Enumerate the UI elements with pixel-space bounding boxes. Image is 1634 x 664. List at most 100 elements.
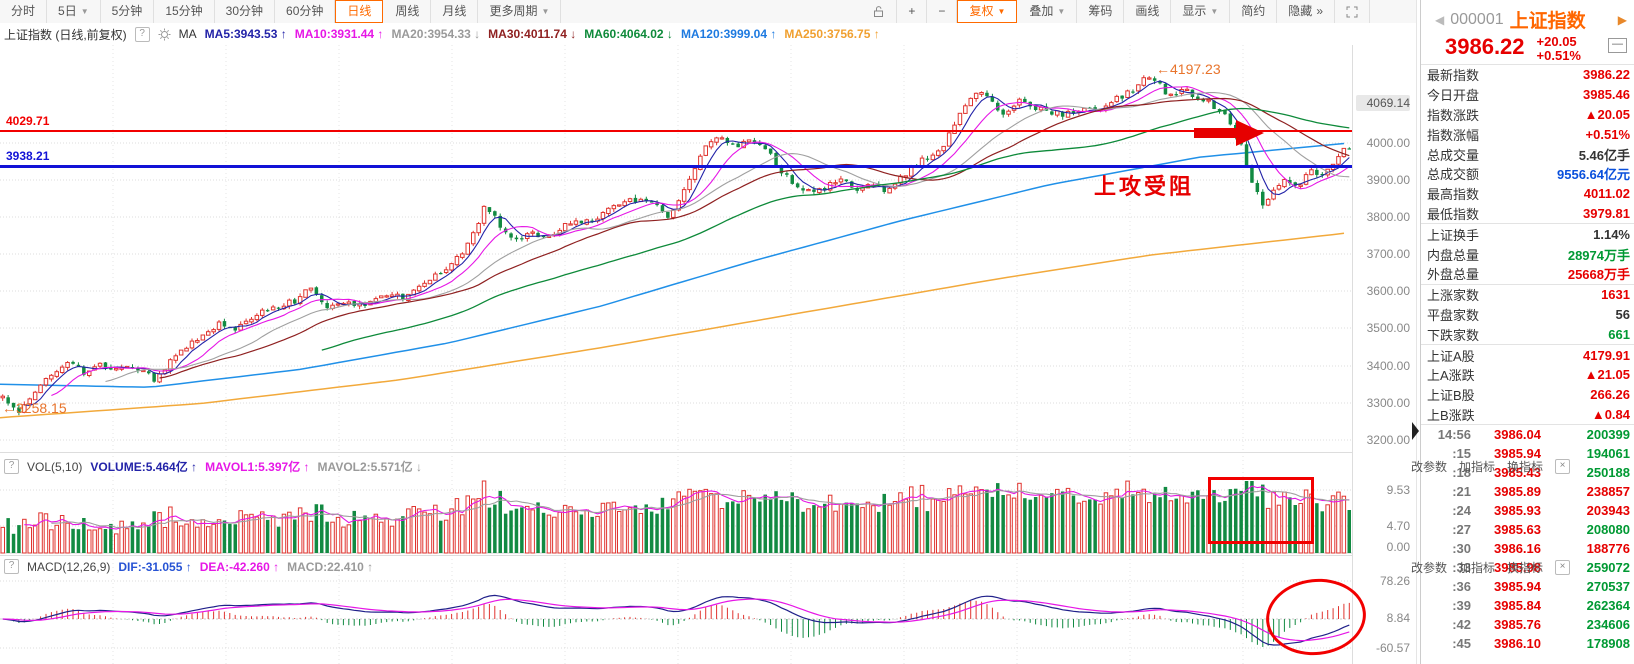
tick-price: 3985.76 xyxy=(1494,617,1541,633)
chevron-down-icon: ▼ xyxy=(997,6,1006,16)
volume-control-button[interactable]: 换指标 xyxy=(1506,460,1543,474)
quote-row: 上证A股 4179.91 xyxy=(1421,344,1634,365)
tool-button-label: 显示 xyxy=(1182,4,1207,18)
macd-pane-controls: 改参数 加指标 换指标 × xyxy=(1411,559,1570,576)
price-change: +20.05 +0.51% xyxy=(1537,35,1581,63)
quote-row-label: 总成交量 xyxy=(1427,147,1480,163)
quote-row-value: ▲20.05 xyxy=(1584,106,1630,122)
ma-indicator-bar: 上证指数 (日线,前复权)? MA MA5:3943.53 ↑ MA10:3931.4… xyxy=(0,23,1420,45)
tool-button-label: 筹码 xyxy=(1088,4,1113,18)
help-icon[interactable]: ? xyxy=(4,459,19,474)
help-icon[interactable]: ? xyxy=(134,26,150,42)
tick-row: :42 3985.76 234606 xyxy=(1421,615,1634,634)
help-icon[interactable]: ? xyxy=(4,559,19,574)
period-button[interactable]: 5分钟 xyxy=(101,0,155,23)
tool-button[interactable]: − xyxy=(927,0,958,23)
quote-row: 内盘总量 28974万手 xyxy=(1421,244,1634,264)
tick-time: :24 xyxy=(1452,503,1471,519)
macd-tick-label: 78.26 xyxy=(1379,574,1410,588)
period-button[interactable]: 月线 xyxy=(431,0,479,23)
resistance-price-label: 4029.71 xyxy=(6,114,50,128)
period-button-label: 周线 xyxy=(395,4,420,18)
volume-chart[interactable] xyxy=(0,452,1416,555)
macd-chart[interactable] xyxy=(0,555,1416,664)
macd-control-button[interactable]: 加指标 xyxy=(1458,561,1495,575)
tick-row: :18 3985.43 250188 xyxy=(1421,463,1634,482)
tick-price: 3985.89 xyxy=(1494,484,1541,500)
tick-volume: 208080 xyxy=(1586,522,1630,538)
volume-tick-label: 9.53 xyxy=(1386,483,1410,497)
quote-row: 上涨家数 1631 xyxy=(1421,283,1634,305)
tool-button[interactable]: 画线 xyxy=(1124,0,1172,23)
volume-value: MAVOL1:5.397亿 ↑ xyxy=(205,460,310,474)
macd-control-button[interactable]: 换指标 xyxy=(1506,561,1543,575)
chevron-down-icon: ▼ xyxy=(1057,6,1066,16)
period-button[interactable]: 分时 xyxy=(0,0,48,23)
volume-control-button[interactable]: 加指标 xyxy=(1458,460,1495,474)
chevron-down-icon: ▼ xyxy=(541,6,550,16)
period-button-label: 分时 xyxy=(11,4,36,18)
volume-tick-label: 4.70 xyxy=(1386,519,1410,533)
volume-pane-controls: 改参数 加指标 换指标 × xyxy=(1411,458,1570,475)
lock-button[interactable] xyxy=(861,0,898,23)
tick-row: :39 3985.84 262364 xyxy=(1421,596,1634,615)
tool-button[interactable]: 隐藏» xyxy=(1277,0,1335,23)
quote-row: 今日开盘 3985.46 xyxy=(1421,85,1634,105)
quote-row-value: +0.51% xyxy=(1585,126,1630,142)
quote-row-label: 上证换手 xyxy=(1427,227,1480,243)
period-button[interactable]: 更多周期 ▼ xyxy=(478,0,562,23)
quote-row: 下跌家数 661 xyxy=(1421,324,1634,344)
volume-value: VOLUME:5.464亿 ↑ xyxy=(90,460,198,474)
price-tick-label: 4069.14 xyxy=(1356,95,1410,111)
prev-symbol-icon[interactable]: ◀ xyxy=(1435,12,1445,27)
quote-row-value: 4011.02 xyxy=(1583,186,1630,202)
ma-value: MA5:3943.53 ↑ xyxy=(204,27,287,41)
macd-value: DEA:-42.260 ↑ xyxy=(199,559,280,574)
quote-row-value: 3979.81 xyxy=(1583,205,1630,221)
period-button[interactable]: 30分钟 xyxy=(215,0,276,23)
volume-control-button[interactable]: 改参数 xyxy=(1410,460,1447,474)
tick-price: 3985.63 xyxy=(1494,522,1541,538)
ma-value: MA60:4064.02 ↓ xyxy=(584,27,673,41)
macd-control-button[interactable]: 改参数 xyxy=(1410,561,1447,575)
period-button[interactable]: 周线 xyxy=(384,0,432,23)
expand-button[interactable] xyxy=(1335,0,1370,23)
next-symbol-icon[interactable]: ▶ xyxy=(1617,12,1627,27)
tool-button[interactable]: 复权 ▼ xyxy=(957,0,1018,23)
ma-value: MA120:3999.04 ↑ xyxy=(680,27,777,41)
period-button-label: 月线 xyxy=(442,4,467,18)
chevron-down-icon: ▼ xyxy=(80,6,89,16)
tool-button[interactable]: 叠加 ▼ xyxy=(1018,0,1078,23)
quote-row-label: 下跌家数 xyxy=(1427,327,1480,343)
tick-price: 3985.93 xyxy=(1494,503,1541,519)
macd-value: MACD(12,26,9) xyxy=(27,559,111,574)
quote-row-value: 3985.46 xyxy=(1583,87,1630,103)
candlestick-chart[interactable] xyxy=(0,45,1416,452)
tool-button[interactable]: 显示 ▼ xyxy=(1171,0,1231,23)
price-tick-label: 3600.00 xyxy=(1366,284,1410,298)
close-icon[interactable]: × xyxy=(1555,459,1570,474)
support-price-label: 3938.21 xyxy=(6,149,50,163)
quote-row: 最低指数 3979.81 xyxy=(1421,204,1634,224)
quote-row-value: ▲0.84 xyxy=(1591,406,1630,422)
sidebar-collapse-handle[interactable] xyxy=(1412,422,1419,440)
quote-row-label: 最低指数 xyxy=(1427,206,1480,222)
tool-button[interactable]: 筹码 xyxy=(1077,0,1125,23)
gear-icon[interactable] xyxy=(158,28,171,41)
period-button[interactable]: 5日 ▼ xyxy=(47,0,101,23)
tick-row: :45 3986.10 178908 xyxy=(1421,634,1634,653)
symbol-name: 上证指数 xyxy=(1509,11,1586,32)
tick-time: :21 xyxy=(1452,484,1471,500)
minimize-button[interactable]: — xyxy=(1608,38,1627,53)
period-button[interactable]: 日线 xyxy=(335,0,384,23)
period-button[interactable]: 60分钟 xyxy=(275,0,336,23)
tool-button[interactable]: + xyxy=(897,0,928,23)
period-button[interactable]: 15分钟 xyxy=(154,0,215,23)
price-tick-label: 3800.00 xyxy=(1366,210,1410,224)
quote-row-label: 最高指数 xyxy=(1427,187,1480,203)
macd-value: MACD:22.410 ↑ xyxy=(287,559,374,574)
close-icon[interactable]: × xyxy=(1555,560,1570,575)
tool-button-label: + xyxy=(908,4,916,18)
tool-button[interactable]: 简约 xyxy=(1230,0,1278,23)
pane-divider xyxy=(0,452,1352,453)
